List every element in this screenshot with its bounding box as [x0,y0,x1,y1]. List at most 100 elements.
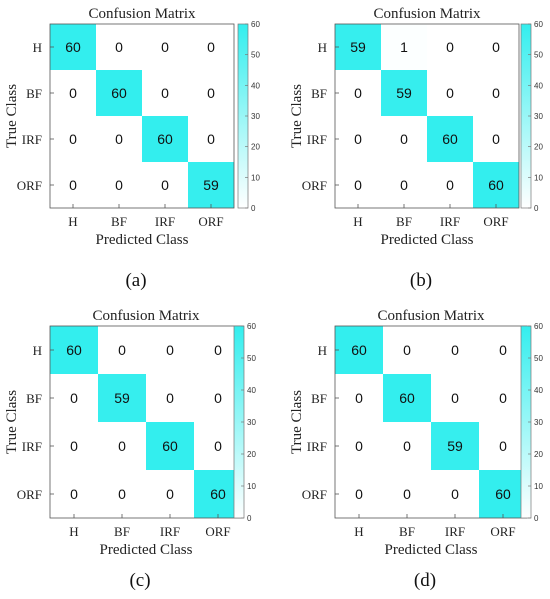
column-tick-label: IRF [155,214,175,229]
x-axis-label: Predicted Class [96,232,189,248]
y-axis-label: True Class [289,390,305,454]
cell-value: 0 [214,390,222,406]
cell-value: 0 [70,438,78,454]
cell-value: 0 [403,486,411,502]
cell-value: 0 [403,438,411,454]
cell-value: 60 [488,177,504,193]
colorbar-tick-label: 0 [534,514,539,523]
cell-value: 0 [451,486,459,502]
column-tick-label: ORF [483,214,508,229]
matrix-cell [335,70,381,116]
cell-value: 60 [442,131,458,147]
row-tick-label: BF [26,86,42,101]
cell-value: 59 [396,85,412,101]
colorbar-tick-label: 0 [251,204,256,213]
matrix-cell [50,422,98,470]
matrix-cell [431,326,479,374]
column-tick-label: BF [399,524,415,539]
matrix-cell [431,422,479,470]
y-axis-label: True Class [289,84,305,148]
colorbar-tick-label: 20 [251,143,260,152]
panel-label: (c) [129,570,150,591]
column-tick-label: IRF [440,214,460,229]
column-tick-label: ORF [205,524,230,539]
plot-frame [49,23,235,209]
cell-value: 0 [115,131,123,147]
panel-label: (b) [410,270,432,291]
chart-title: Confusion Matrix [88,6,196,22]
matrix-cell [479,326,527,374]
colorbar-tick-label: 50 [247,354,256,363]
cell-value: 0 [161,85,169,101]
cell-value: 0 [354,131,362,147]
matrix-cell [427,24,473,70]
cell-value: 60 [111,85,127,101]
row-tick-label: IRF [22,439,42,454]
matrix-cell [96,24,142,70]
row-tick-label: ORF [302,487,327,502]
cell-value: 60 [66,342,82,358]
plot-frame [334,23,520,209]
colorbar-tick-label: 30 [534,418,543,427]
matrix-cell [50,470,98,518]
colorbar-tick-label: 0 [247,514,252,523]
matrix-cell [98,470,146,518]
colorbar-tick-label: 20 [247,450,256,459]
matrix-cell [381,70,427,116]
chart-title: Confusion Matrix [373,6,481,22]
matrix-cell [146,374,194,422]
y-axis-label: True Class [4,390,20,454]
row-tick-label: ORF [302,178,327,193]
matrix-cell [146,422,194,470]
cell-value: 0 [207,39,215,55]
colorbar-tick-label: 50 [534,51,543,60]
row-tick-label: IRF [307,132,327,147]
cell-value: 0 [69,177,77,193]
cell-value: 0 [166,390,174,406]
matrix-cell [427,162,473,208]
cell-value: 0 [355,486,363,502]
colorbar-tick-label: 0 [534,204,539,213]
cell-value: 0 [451,390,459,406]
cell-value: 0 [166,342,174,358]
x-axis-label: Predicted Class [385,542,478,558]
cell-value: 0 [166,486,174,502]
colorbar-tick-label: 60 [247,322,256,331]
cell-value: 0 [69,85,77,101]
matrix-cell [335,116,381,162]
cell-value: 0 [214,438,222,454]
chart-title: Confusion Matrix [377,308,485,324]
cell-value: 59 [350,39,366,55]
row-tick-label: BF [311,86,327,101]
cell-value: 0 [446,39,454,55]
chart-panel-a: Confusion Matrix 60 0 0 0 0 60 0 0 0 0 60 0 0 0 0 59 H BF I… [4,6,260,291]
cell-value: 0 [207,85,215,101]
matrix-cell [142,70,188,116]
cell-value: 0 [70,486,78,502]
matrix-cell [383,326,431,374]
colorbar-tick-label: 10 [534,173,543,182]
colorbar-tick-label: 60 [251,20,260,29]
colorbar-tick-label: 30 [534,112,543,121]
row-tick-label: H [33,40,42,55]
matrix-cell [188,116,234,162]
matrix-cell [431,470,479,518]
matrix-cell [479,422,527,470]
matrix-cell [335,24,381,70]
cell-value: 0 [446,177,454,193]
matrix-cell [427,116,473,162]
matrix-cell [473,116,519,162]
matrix-cell [383,470,431,518]
colorbar-tick-label: 30 [247,418,256,427]
column-tick-label: BF [111,214,127,229]
column-tick-label: BF [114,524,130,539]
cell-value: 0 [118,486,126,502]
matrix-cell [50,374,98,422]
cell-value: 0 [115,177,123,193]
matrix-cell [427,70,473,116]
matrix-cell [473,162,519,208]
matrix-cell [98,374,146,422]
matrix-cell [96,116,142,162]
colorbar-tick-label: 40 [251,81,260,90]
